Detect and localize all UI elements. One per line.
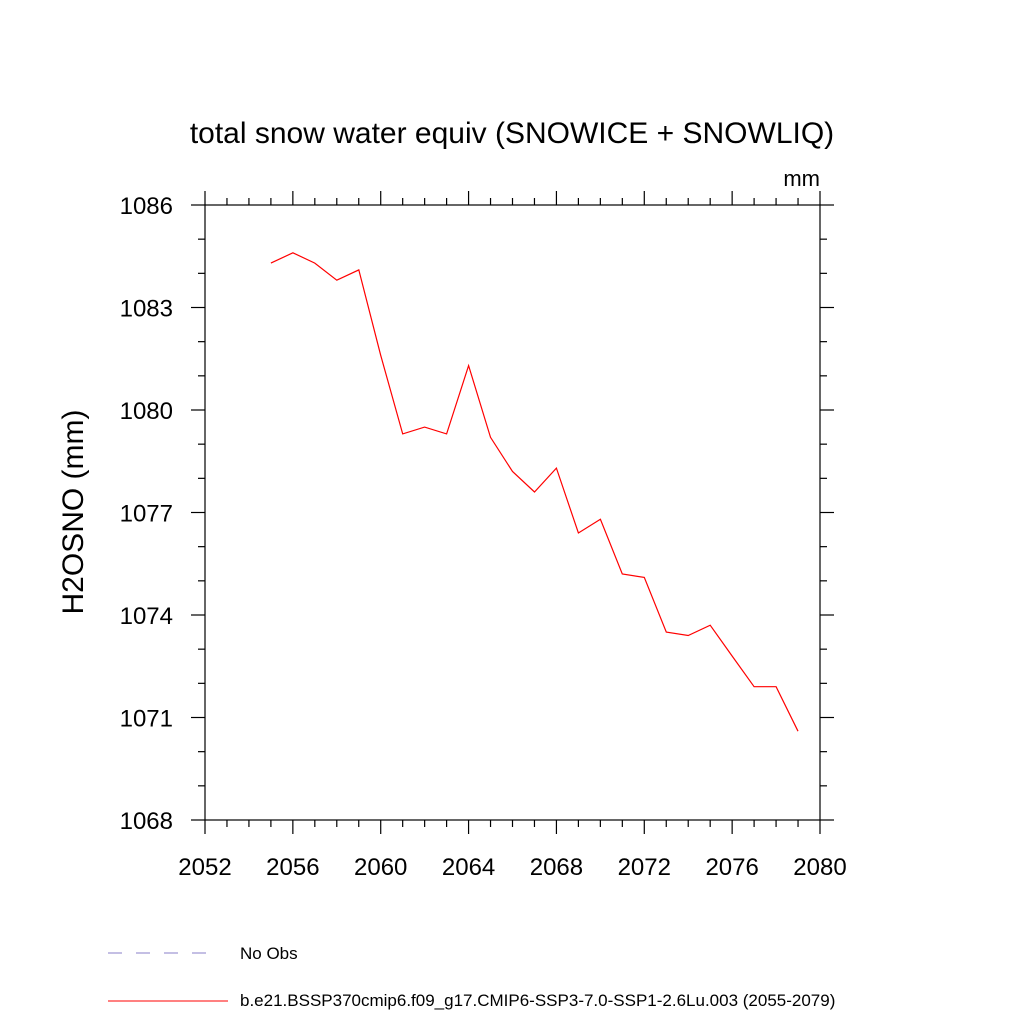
y-tick-label: 1080 — [120, 398, 173, 425]
y-tick-label: 1068 — [120, 808, 173, 835]
x-tick-label: 2072 — [618, 854, 671, 881]
y-tick-label: 1071 — [120, 706, 173, 733]
x-tick-label: 2080 — [793, 854, 846, 881]
x-tick-label: 2064 — [442, 854, 495, 881]
chart-title: total snow water equiv (SNOWICE + SNOWLI… — [190, 117, 834, 150]
y-tick-label: 1083 — [120, 296, 173, 323]
legend-label-model: b.e21.BSSP370cmip6.f09_g17.CMIP6-SSP3-7.… — [240, 991, 835, 1010]
legend: No Obs b.e21.BSSP370cmip6.f09_g17.CMIP6-… — [108, 944, 835, 1010]
x-tick-label: 2060 — [354, 854, 407, 881]
axis-ticks: 2052 2056 2060 2064 2068 2072 2076 2080 1068 1071… — [120, 191, 847, 881]
y-tick-label: 1074 — [120, 603, 173, 630]
y-tick-label: 1077 — [120, 501, 173, 528]
legend-label-no-obs: No Obs — [240, 944, 298, 963]
series-line — [270, 252, 799, 732]
x-tick-label: 2068 — [530, 854, 583, 881]
y-tick-label: 1086 — [120, 193, 173, 220]
plot-frame — [204, 204, 821, 821]
series-group — [270, 252, 799, 732]
y-axis-label: H2OSNO (mm) — [57, 410, 90, 615]
x-tick-label: 2052 — [178, 854, 231, 881]
x-tick-label: 2076 — [705, 854, 758, 881]
units-label: mm — [783, 166, 820, 191]
x-tick-label: 2056 — [266, 854, 319, 881]
